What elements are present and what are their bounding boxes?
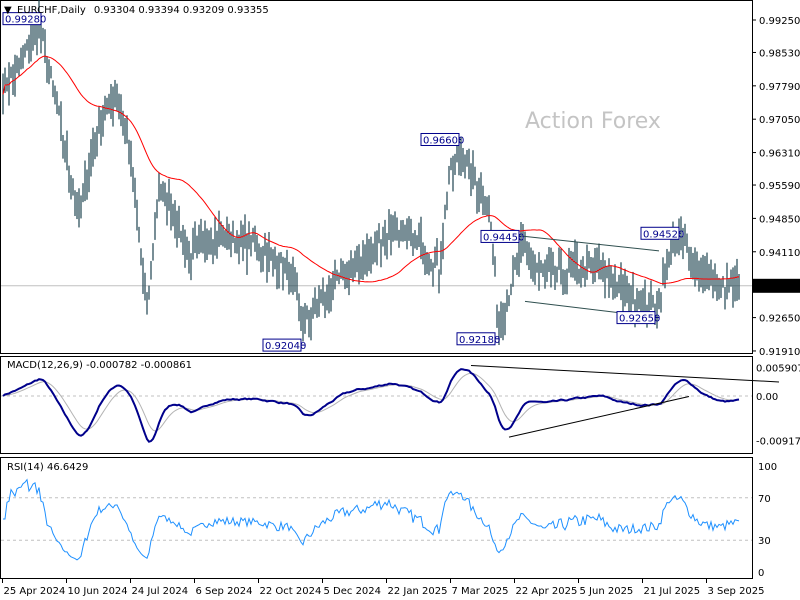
price-trendline	[520, 235, 660, 252]
price-label-box	[640, 226, 680, 240]
date-tick-label: 3 Sep 2025	[708, 586, 765, 597]
rsi-panel	[0, 457, 753, 579]
price-label-box	[456, 332, 496, 346]
date-tick-label: 21 Jul 2025	[644, 586, 701, 597]
date-tick-label: 25 Apr 2024	[4, 586, 66, 597]
price-label: 0.92040	[265, 341, 306, 352]
macd-trendline	[470, 365, 780, 383]
price-tick-label: 0.96310	[759, 149, 800, 160]
price-tick-label: 0.97790	[759, 82, 800, 93]
macd-trendline	[508, 395, 690, 438]
current-price-tag	[753, 278, 800, 293]
price-label-box	[2, 12, 42, 26]
macd-line	[2, 368, 740, 443]
price-tick-label: 0.98530	[759, 48, 800, 59]
date-tick-label: 22 Jan 2025	[388, 586, 448, 597]
moving-average-line	[2, 55, 740, 285]
price-label: 0.96600	[423, 135, 464, 146]
rsi-tick-label: 70	[758, 494, 771, 505]
price-label-box	[420, 132, 460, 146]
date-tick-label: 22 Apr 2025	[516, 586, 578, 597]
price-tick-label: 0.91910	[759, 347, 800, 358]
price-label: 0.92180	[459, 335, 500, 346]
price-label: 0.99280	[5, 15, 46, 26]
price-label: 0.94520	[643, 229, 684, 240]
rsi-tick-label: 30	[758, 536, 771, 547]
price-label-box	[480, 229, 520, 243]
rsi-line	[3, 478, 740, 561]
rsi-tick-label: 0	[758, 568, 764, 579]
price-label-box	[262, 338, 302, 352]
date-tick-label: 6 Sep 2024	[196, 586, 253, 597]
macd-tick-label: 0.005907	[756, 363, 800, 374]
date-tick-label: 10 Jun 2024	[68, 586, 128, 597]
date-tick-label: 5 Dec 2024	[324, 586, 382, 597]
chart-header: EURCHF,Daily 0.93304 0.93394 0.93209 0.93…	[17, 5, 269, 16]
rsi-tick-label: 100	[758, 462, 777, 473]
macd-tick-label: 0.00	[756, 392, 778, 403]
price-label: 0.92650	[619, 314, 660, 325]
ohlc-values: 0.93304 0.93394 0.93209 0.93355	[94, 5, 269, 16]
macd-header: MACD(12,26,9) -0.000782 -0.000861	[7, 360, 192, 371]
date-tick-label: 24 Jul 2024	[132, 586, 189, 597]
date-tick-label: 22 Oct 2024	[260, 586, 322, 597]
symbol: EURCHF,Daily	[17, 5, 86, 16]
price-tick-label: 0.95590	[759, 181, 800, 192]
price-tick-label: 0.94850	[759, 214, 800, 225]
price-label-box	[616, 311, 656, 325]
watermark: Action Forex	[525, 109, 661, 134]
price-tick-label: 0.99250	[759, 16, 800, 27]
price-tick-label: 0.92650	[759, 314, 800, 325]
price-tick-label: 0.94110	[759, 248, 800, 259]
macd-tick-label: -0.009175	[756, 436, 800, 447]
date-tick-label: 5 Jun 2025	[580, 586, 634, 597]
date-tick-label: 7 Mar 2025	[452, 586, 509, 597]
rsi-header: RSI(14) 46.6429	[7, 462, 88, 473]
main-panel	[0, 0, 753, 354]
macd-panel	[0, 356, 753, 454]
collapse-arrow-icon[interactable]: ▼	[4, 5, 12, 16]
price-tick-label: 0.97050	[759, 115, 800, 126]
price-label: 0.94450	[483, 232, 524, 243]
current-price-label: 0.93355	[758, 282, 799, 293]
